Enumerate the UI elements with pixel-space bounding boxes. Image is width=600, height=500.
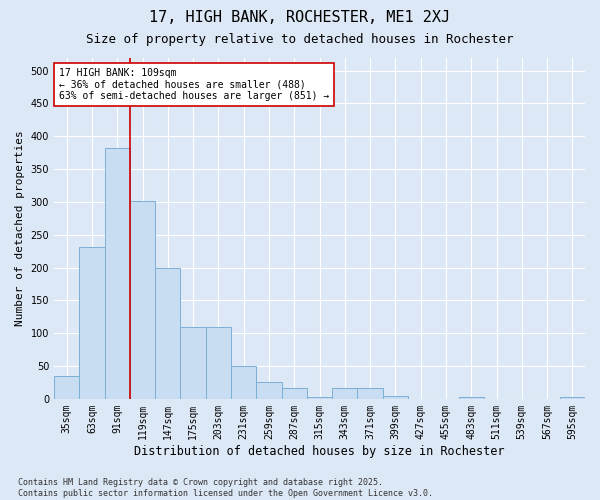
Bar [307,397,332,399]
Bar [383,396,408,399]
Bar [560,397,585,399]
Y-axis label: Number of detached properties: Number of detached properties [15,130,25,326]
Bar [256,382,281,399]
Bar [358,388,383,399]
Text: 17 HIGH BANK: 109sqm
← 36% of detached houses are smaller (488)
63% of semi-deta: 17 HIGH BANK: 109sqm ← 36% of detached h… [59,68,329,101]
Bar [458,397,484,399]
Bar [54,376,79,399]
Bar [79,246,104,399]
Bar [332,388,358,399]
Bar [206,326,231,399]
Bar [281,388,307,399]
Text: Contains HM Land Registry data © Crown copyright and database right 2025.
Contai: Contains HM Land Registry data © Crown c… [18,478,433,498]
Text: Size of property relative to detached houses in Rochester: Size of property relative to detached ho… [86,32,514,46]
Bar [104,148,130,399]
Text: 17, HIGH BANK, ROCHESTER, ME1 2XJ: 17, HIGH BANK, ROCHESTER, ME1 2XJ [149,10,451,25]
X-axis label: Distribution of detached houses by size in Rochester: Distribution of detached houses by size … [134,444,505,458]
Bar [155,268,181,399]
Bar [181,326,206,399]
Bar [231,366,256,399]
Bar [130,200,155,399]
